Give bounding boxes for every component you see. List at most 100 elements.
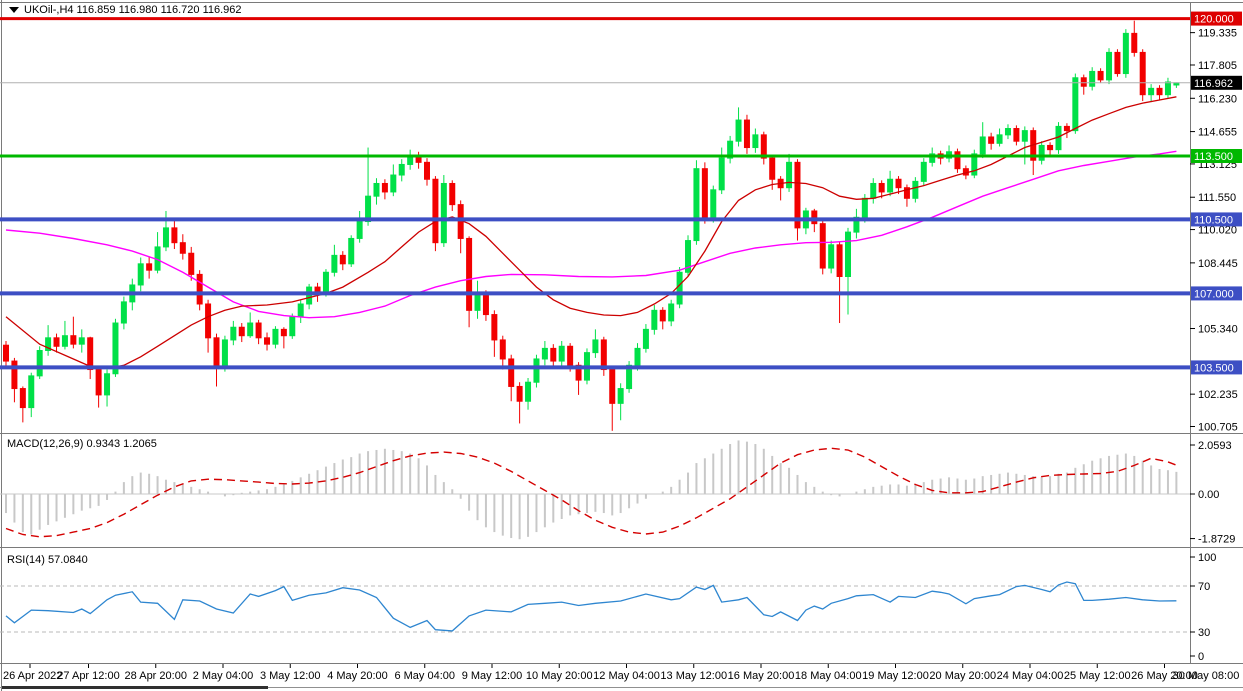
candlestick bbox=[440, 175, 447, 247]
price-tick-label: 114.655 bbox=[1198, 127, 1237, 139]
candle-body bbox=[626, 364, 633, 390]
candle-body bbox=[491, 314, 498, 341]
candle-body bbox=[617, 388, 624, 404]
candle-body bbox=[53, 337, 60, 347]
candlestick bbox=[710, 185, 717, 223]
candle-body bbox=[550, 347, 557, 362]
candlestick bbox=[516, 382, 523, 424]
candle-body bbox=[1148, 87, 1155, 96]
candle-body bbox=[819, 223, 826, 269]
candle-body bbox=[36, 350, 43, 377]
candlestick bbox=[146, 256, 153, 279]
candlestick bbox=[845, 227, 851, 315]
candle-body bbox=[95, 369, 102, 396]
symbol-dropdown-icon[interactable] bbox=[9, 7, 19, 13]
candlestick bbox=[1063, 123, 1070, 139]
candle-body bbox=[1139, 51, 1146, 96]
candle-body bbox=[752, 134, 759, 149]
price-badge-support-103.5-text: 103.500 bbox=[1194, 362, 1234, 374]
macd-axis-label: 0.00 bbox=[1198, 489, 1219, 501]
candle-body bbox=[381, 182, 388, 193]
candlestick bbox=[53, 333, 60, 353]
candlestick bbox=[264, 332, 271, 351]
candlestick bbox=[651, 305, 658, 335]
candle-body bbox=[1038, 144, 1045, 161]
candle-body bbox=[1072, 77, 1079, 132]
candlestick bbox=[727, 135, 734, 164]
candlestick bbox=[331, 244, 338, 277]
candlestick bbox=[1013, 125, 1020, 146]
candlestick bbox=[794, 159, 801, 241]
candle-body bbox=[306, 286, 313, 305]
candlestick bbox=[11, 357, 18, 403]
candle-body bbox=[701, 168, 708, 218]
candlestick bbox=[903, 184, 910, 207]
price-axis: 119.335117.805116.230114.655113.125111.5… bbox=[1190, 11, 1242, 434]
candlestick bbox=[449, 180, 456, 211]
candlestick bbox=[887, 170, 894, 197]
candlestick bbox=[407, 149, 414, 170]
candlestick bbox=[1139, 49, 1146, 102]
time-tick-label: 28 Apr 20:00 bbox=[125, 670, 187, 682]
candlestick bbox=[878, 180, 885, 199]
candlestick bbox=[1097, 68, 1104, 84]
candlestick bbox=[659, 307, 666, 330]
candle-body bbox=[1131, 32, 1138, 53]
candle-body bbox=[424, 161, 430, 180]
candle-body bbox=[1097, 70, 1104, 81]
candle-body bbox=[196, 273, 203, 305]
candle-body bbox=[769, 157, 776, 180]
candle-body bbox=[954, 151, 961, 170]
main-price-pane[interactable] bbox=[0, 17, 1190, 431]
candle-body bbox=[221, 339, 228, 366]
candle-body bbox=[878, 182, 885, 193]
candle-body bbox=[870, 182, 877, 199]
candle-body bbox=[432, 178, 439, 244]
candlestick bbox=[61, 320, 68, 350]
candle-body bbox=[61, 335, 68, 347]
rsi-pane[interactable]: 100 70 30 0 bbox=[0, 552, 1216, 663]
candlestick bbox=[348, 235, 355, 267]
time-tick-label: 13 May 12:00 bbox=[660, 670, 727, 682]
candle-body bbox=[112, 322, 119, 375]
candle-body bbox=[482, 292, 489, 316]
candle-body bbox=[642, 328, 649, 349]
candle-body bbox=[339, 254, 346, 265]
candlestick bbox=[70, 316, 77, 349]
candle-body bbox=[1047, 144, 1054, 151]
macd-axis-label: 2.0593 bbox=[1198, 440, 1232, 452]
candlestick bbox=[297, 299, 304, 324]
candlestick bbox=[3, 340, 9, 369]
candlestick bbox=[154, 232, 161, 274]
time-tick-label: 20 May 20:00 bbox=[929, 670, 996, 682]
time-tick-label: 16 May 20:00 bbox=[728, 670, 795, 682]
macd-signal-line bbox=[5, 447, 1177, 538]
candlestick bbox=[971, 149, 978, 179]
candlestick bbox=[701, 162, 708, 224]
candle-body bbox=[230, 326, 237, 341]
candlestick bbox=[162, 210, 169, 252]
candle-body bbox=[676, 271, 683, 305]
time-tick-label: 30 May 08:00 bbox=[1173, 670, 1240, 682]
candle-body bbox=[120, 301, 127, 324]
candlestick bbox=[36, 346, 43, 380]
candlestick bbox=[120, 296, 127, 330]
price-badge-support-103.5: 103.500 bbox=[1191, 360, 1242, 375]
macd-indicator-label: MACD(12,26,9) 0.9343 1.2065 bbox=[7, 438, 157, 450]
candlestick bbox=[752, 128, 759, 153]
time-tick-label: 26 May 20:00 bbox=[1131, 670, 1198, 682]
candle-body bbox=[1106, 51, 1113, 81]
candlestick bbox=[777, 176, 784, 201]
candle-body bbox=[78, 337, 85, 345]
candlestick bbox=[1047, 142, 1054, 156]
candlestick bbox=[188, 246, 195, 281]
macd-pane[interactable]: 2.0593 0.00 -1.8729 bbox=[0, 440, 1235, 546]
price-badge-resistance-120: 120.000 bbox=[1191, 11, 1242, 26]
candlestick bbox=[104, 369, 111, 407]
candlestick bbox=[1122, 29, 1129, 78]
candle-body bbox=[996, 134, 1003, 144]
price-tick-label: 102.235 bbox=[1198, 389, 1238, 401]
candlestick bbox=[743, 114, 750, 154]
candlestick bbox=[836, 241, 843, 324]
